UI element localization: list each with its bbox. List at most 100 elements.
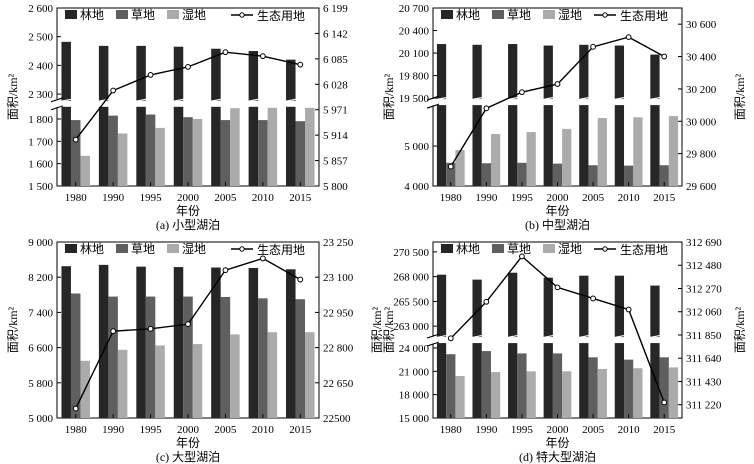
bar-forest [211, 48, 221, 186]
x-tick-label: 2015 [653, 424, 676, 436]
x-tick-label: 1995 [511, 192, 534, 204]
bar-wet [80, 155, 90, 186]
left-tick-label: 1 800 [28, 114, 53, 126]
bar-wet [267, 107, 278, 186]
bar-wet [455, 375, 465, 418]
legend-label-eco: 生态用地 [257, 243, 305, 257]
point-eco [590, 295, 596, 302]
left-tick-label: 2 600 [28, 3, 53, 15]
y-axis-title-left: 面积/km² [6, 73, 20, 120]
point-eco [72, 405, 79, 412]
right-tick-label: 5 857 [323, 156, 348, 168]
right-tick-label: 29 600 [686, 181, 717, 193]
legend-swatch-wet [543, 244, 555, 253]
bar-break-gap [433, 99, 682, 106]
bar-forest [472, 44, 482, 186]
bar-grass [588, 357, 598, 418]
left-tick-label: 5 000 [28, 413, 53, 425]
left-tick-label: 20 100 [399, 48, 430, 60]
right-tick-label: 30 000 [686, 116, 717, 128]
bar-wet [668, 367, 679, 418]
left-tick-label: 20 700 [399, 3, 430, 15]
bar-wet [633, 368, 643, 418]
right-tick-label: 30 200 [686, 84, 717, 96]
bar-wet [230, 334, 240, 418]
point-eco [147, 325, 154, 332]
bar-break-gap [57, 100, 319, 107]
legend-label-forest: 林地 [80, 8, 104, 22]
left-tick-label: 2 400 [28, 60, 53, 72]
y-axis-title-right: 面积/km² [733, 73, 747, 120]
right-tick-label: 5 800 [323, 181, 348, 193]
bar-wet [490, 372, 501, 418]
x-tick-label: 2010 [618, 192, 641, 204]
left-tick-label: 15 000 [399, 413, 430, 425]
left-tick-label: 19 500 [399, 93, 430, 105]
bar-grass [70, 120, 81, 186]
point-eco [661, 399, 668, 406]
left-tick-label: 1 500 [28, 181, 53, 193]
bar-break-mark [135, 98, 149, 102]
left-tick-label: 5 800 [28, 378, 53, 390]
x-axis-title: 年份 [176, 436, 200, 450]
legend-label-forest: 林地 [456, 8, 480, 22]
bar-forest [173, 46, 184, 187]
bar-grass [220, 120, 231, 186]
axis-break-mark [50, 97, 64, 103]
left-tick-label: 2 500 [28, 32, 53, 44]
bar-break-mark [507, 96, 521, 101]
chart-panel-1: 1 500 1 600 1 700 1 800 2 300 2 400 2 500 2 600… [6, 3, 348, 232]
bar-break-mark [247, 98, 262, 102]
legend-label-grass: 草地 [507, 242, 531, 256]
bar-break-mark [172, 98, 187, 102]
bar-grass [258, 298, 268, 418]
bar-break-mark [613, 334, 627, 339]
point-eco [625, 306, 632, 313]
bar-forest [248, 51, 259, 186]
legend-label-wet: 湿地 [182, 7, 206, 22]
x-tick-label: 2015 [289, 192, 312, 204]
bar-forest [61, 266, 71, 418]
bar-wet [305, 332, 315, 418]
bar-break-gap [433, 337, 682, 344]
legend-marker-eco [602, 246, 608, 252]
legend-label-wet: 湿地 [558, 7, 582, 22]
bar-wet [455, 150, 465, 186]
bar-wet [633, 117, 643, 186]
legend-swatch-grass [116, 10, 128, 19]
x-tick-label: 1990 [475, 192, 498, 204]
x-tick-label: 1980 [440, 192, 463, 204]
bar-forest [650, 285, 660, 418]
right-tick-label: 311 430 [686, 376, 722, 388]
point-eco [483, 105, 490, 112]
x-tick-label: 1995 [511, 424, 534, 436]
x-tick-label: 1995 [140, 192, 163, 204]
left-tick-label: 1 700 [28, 136, 53, 148]
point-eco [185, 321, 191, 328]
bar-wet [117, 133, 128, 186]
right-tick-label: 312 480 [686, 260, 722, 272]
legend-swatch-wet [167, 244, 179, 253]
bar-wet [597, 368, 607, 418]
bar-wet [668, 116, 679, 186]
bar-break-mark [471, 96, 485, 101]
bar-break-mark [649, 96, 663, 101]
bar-break-mark [542, 334, 556, 339]
x-tick-label: 1980 [65, 424, 88, 436]
bar-wet [192, 118, 203, 186]
x-tick-label: 1980 [440, 424, 463, 436]
bar-break-mark [507, 334, 521, 339]
bar-forest [136, 45, 146, 187]
right-tick-label: 22 650 [323, 378, 354, 390]
bar-forest [508, 272, 518, 418]
left-tick-label: 20 400 [399, 26, 430, 38]
legend-marker-eco [602, 12, 608, 18]
x-tick-label: 2005 [214, 192, 237, 204]
bar-forest [173, 267, 184, 418]
left-tick-label: 6 600 [28, 343, 53, 355]
left-tick-label: 4 000 [404, 181, 429, 193]
bar-wet [526, 132, 536, 186]
bar-grass [517, 353, 527, 418]
bar-grass [145, 114, 156, 186]
bar-forest [136, 266, 146, 418]
